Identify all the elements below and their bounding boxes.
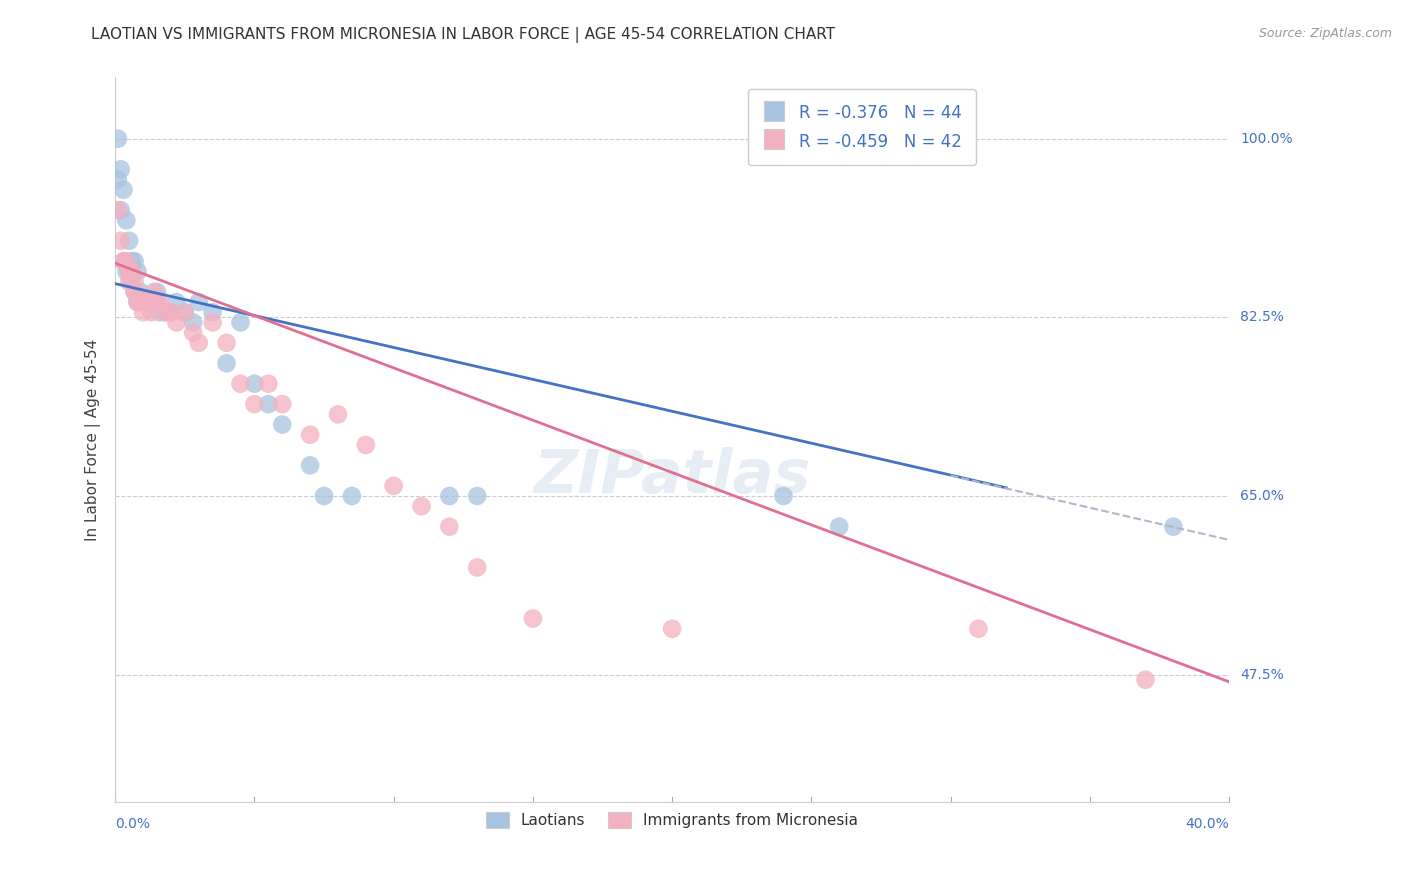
Text: 65.0%: 65.0% xyxy=(1240,489,1284,503)
Point xyxy=(181,315,204,329)
Text: 100.0%: 100.0% xyxy=(1240,132,1294,145)
Point xyxy=(118,264,141,278)
Point xyxy=(155,305,177,319)
Point xyxy=(312,489,335,503)
Point xyxy=(299,458,322,473)
Point xyxy=(112,183,135,197)
Point xyxy=(828,519,851,533)
Point xyxy=(118,264,141,278)
Point xyxy=(1163,519,1185,533)
Point xyxy=(354,438,377,452)
Point xyxy=(124,285,146,299)
Point xyxy=(143,285,166,299)
Point xyxy=(121,254,143,268)
Point xyxy=(138,295,160,310)
Point xyxy=(229,315,252,329)
Point xyxy=(382,479,405,493)
Point xyxy=(135,295,157,310)
Point xyxy=(465,560,488,574)
Point xyxy=(124,254,146,268)
Point xyxy=(299,427,322,442)
Point xyxy=(127,264,149,278)
Point xyxy=(229,376,252,391)
Point xyxy=(155,305,177,319)
Point xyxy=(146,295,169,310)
Point xyxy=(129,295,152,310)
Point xyxy=(201,305,224,319)
Point xyxy=(165,315,187,329)
Point xyxy=(132,305,155,319)
Point xyxy=(115,213,138,227)
Point xyxy=(160,305,183,319)
Text: Source: ZipAtlas.com: Source: ZipAtlas.com xyxy=(1258,27,1392,40)
Point xyxy=(257,376,280,391)
Point xyxy=(165,295,187,310)
Point xyxy=(243,376,266,391)
Point xyxy=(187,335,209,350)
Point xyxy=(141,305,163,319)
Point xyxy=(1135,673,1157,687)
Point xyxy=(124,285,146,299)
Point xyxy=(181,326,204,340)
Point xyxy=(661,622,683,636)
Point xyxy=(115,264,138,278)
Point xyxy=(173,305,195,319)
Point xyxy=(439,519,461,533)
Point xyxy=(118,234,141,248)
Point xyxy=(135,295,157,310)
Point xyxy=(257,397,280,411)
Point xyxy=(127,295,149,310)
Point xyxy=(160,305,183,319)
Text: 82.5%: 82.5% xyxy=(1240,310,1284,325)
Point xyxy=(115,254,138,268)
Point xyxy=(112,254,135,268)
Point xyxy=(340,489,363,503)
Legend: Laotians, Immigrants from Micronesia: Laotians, Immigrants from Micronesia xyxy=(479,806,865,835)
Point xyxy=(146,285,169,299)
Point xyxy=(110,162,132,177)
Text: LAOTIAN VS IMMIGRANTS FROM MICRONESIA IN LABOR FORCE | AGE 45-54 CORRELATION CHA: LAOTIAN VS IMMIGRANTS FROM MICRONESIA IN… xyxy=(91,27,835,43)
Point xyxy=(522,611,544,625)
Point xyxy=(110,203,132,218)
Point xyxy=(271,397,294,411)
Text: 0.0%: 0.0% xyxy=(115,817,150,830)
Point xyxy=(132,295,155,310)
Point xyxy=(121,275,143,289)
Text: 40.0%: 40.0% xyxy=(1185,817,1229,830)
Point xyxy=(967,622,990,636)
Point xyxy=(138,295,160,310)
Point xyxy=(243,397,266,411)
Point xyxy=(411,499,433,513)
Point xyxy=(187,295,209,310)
Point xyxy=(107,203,129,218)
Point xyxy=(465,489,488,503)
Point xyxy=(107,131,129,145)
Point xyxy=(271,417,294,432)
Point xyxy=(173,305,195,319)
Point xyxy=(146,295,169,310)
Point xyxy=(127,295,149,310)
Point xyxy=(201,315,224,329)
Y-axis label: In Labor Force | Age 45-54: In Labor Force | Age 45-54 xyxy=(86,339,101,541)
Text: ZIPatlas: ZIPatlas xyxy=(533,447,811,506)
Point xyxy=(121,264,143,278)
Point xyxy=(439,489,461,503)
Point xyxy=(129,285,152,299)
Point xyxy=(124,275,146,289)
Point xyxy=(326,407,349,421)
Point xyxy=(149,305,172,319)
Point xyxy=(112,254,135,268)
Point xyxy=(772,489,794,503)
Point xyxy=(215,356,238,370)
Point xyxy=(141,295,163,310)
Point xyxy=(132,295,155,310)
Point xyxy=(215,335,238,350)
Point xyxy=(118,275,141,289)
Point xyxy=(149,295,172,310)
Point xyxy=(110,234,132,248)
Point xyxy=(107,172,129,186)
Text: 47.5%: 47.5% xyxy=(1240,667,1284,681)
